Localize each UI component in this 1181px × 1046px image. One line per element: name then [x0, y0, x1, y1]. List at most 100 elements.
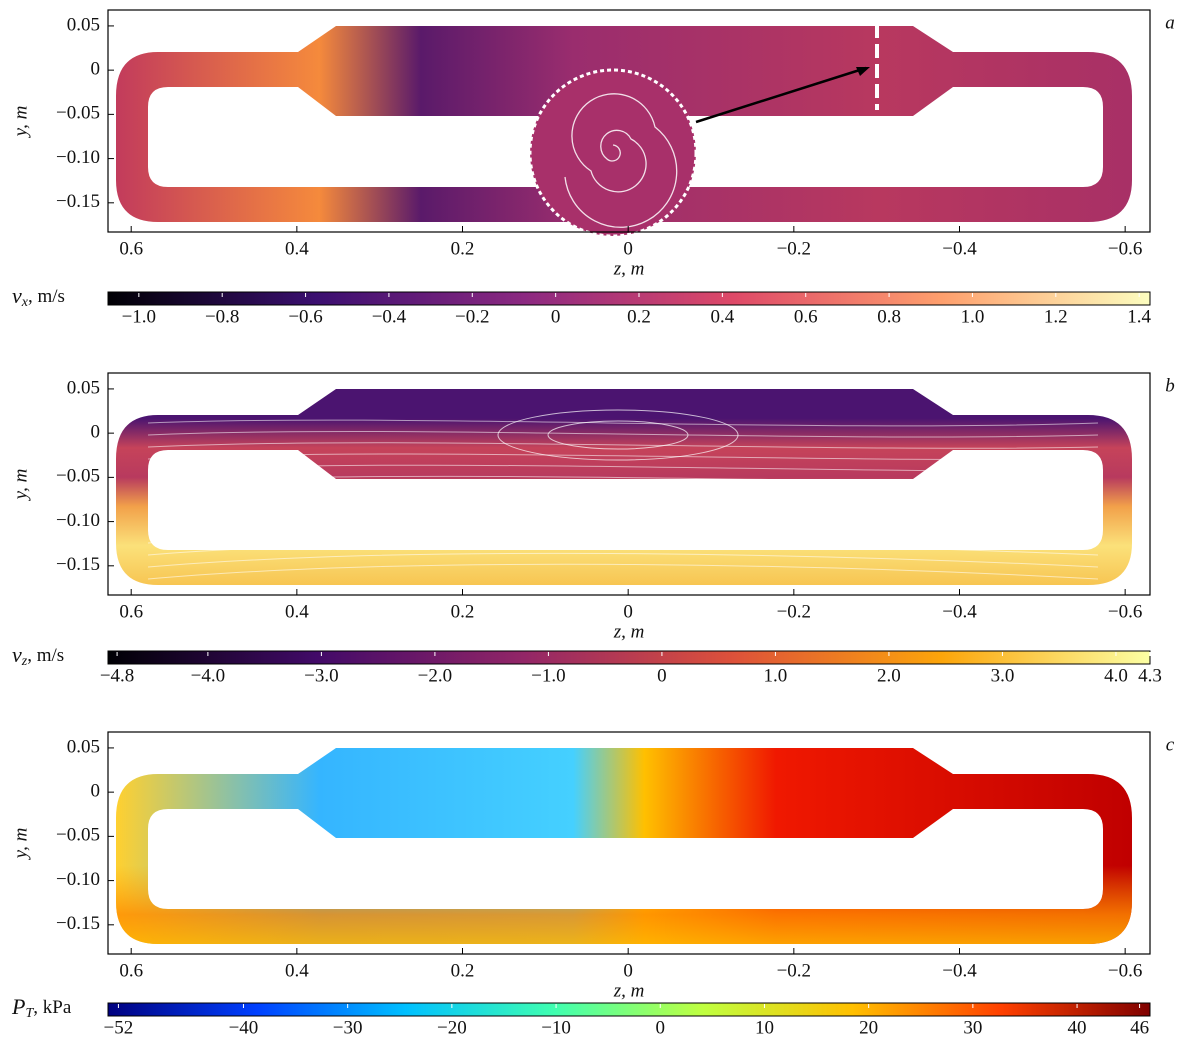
y-tick-label: 0: [91, 781, 101, 802]
colorbar-tick-label: −2.0: [418, 665, 452, 686]
plot-frame: [107, 731, 1151, 955]
streamline: [147, 508, 1099, 520]
streamline: [147, 442, 1099, 449]
streamlines: [564, 93, 678, 228]
colorbar-tick-label: −4.8: [100, 665, 134, 686]
colorbar-tick-label: 2.0: [877, 665, 901, 686]
streamline: [147, 552, 1099, 568]
x-tick-label: 0.4: [285, 601, 309, 622]
colorbar-tick-label: 10: [755, 1017, 774, 1038]
colorbar-label: vz, m/s: [12, 642, 64, 669]
colorbar-label-symbol: P: [11, 994, 25, 1019]
colorbar-tick-label: 0.4: [710, 306, 734, 327]
colorbar-label-symbol: v: [12, 283, 22, 308]
y-tick-label: 0.05: [67, 736, 100, 757]
colorbar: [107, 291, 1151, 306]
colorbar-tick-label: 20: [859, 1017, 878, 1038]
x-tick-label: 0.2: [451, 238, 475, 259]
streamline: [147, 497, 1099, 508]
colorbar: [107, 650, 1151, 665]
colorbar-tick-label: 4.3: [1138, 665, 1162, 686]
x-tick-label: −0.2: [777, 601, 811, 622]
streamline: [147, 541, 1099, 556]
colorbar-tick-label: −20: [437, 1017, 467, 1038]
streamline: [147, 419, 1099, 427]
x-tick-label: −0.4: [942, 238, 977, 259]
x-tick-label: −0.4: [942, 960, 977, 981]
colorbar-tick-label: −4.0: [191, 665, 225, 686]
colorbar-tick-label: −52: [104, 1017, 134, 1038]
colorbar-tick-label: 0: [551, 306, 561, 327]
y-axis-label: y, m: [10, 469, 31, 502]
arrow: [695, 66, 867, 124]
y-tick-label: 0.05: [67, 14, 100, 35]
colorbar-tick-label: 1.2: [1044, 306, 1068, 327]
y-axis-label: y, m: [10, 106, 31, 139]
colorbar-tick-label: −10: [541, 1017, 571, 1038]
colorbar-tick-label: 1.4: [1127, 306, 1151, 327]
colorbar-label: PT, kPa: [11, 994, 72, 1021]
streamline: [147, 486, 1099, 496]
colorbar-tick-label: −0.4: [372, 306, 407, 327]
y-tick-label: 0: [91, 59, 101, 80]
y-axis-label: y, m: [10, 828, 31, 861]
colorbar-tick-label: 1.0: [764, 665, 788, 686]
streamline: [147, 464, 1099, 472]
colorbar-label-unit: , kPa: [33, 997, 72, 1018]
streamline: [147, 519, 1099, 532]
x-tick-label: 0: [623, 601, 633, 622]
y-tick-label: −0.10: [56, 147, 100, 168]
x-axis-label: z, m: [613, 258, 645, 279]
vortex: [497, 409, 739, 461]
colorbar-tick-label: −0.2: [455, 306, 489, 327]
y-tick-label: −0.15: [56, 554, 100, 575]
arrow-head: [856, 67, 870, 76]
field: [116, 389, 1132, 585]
colorbar-tick-label: 1.0: [961, 306, 985, 327]
y-tick-label: −0.15: [56, 191, 100, 212]
x-tick-label: −0.2: [777, 238, 811, 259]
panel-label: c: [1166, 734, 1175, 755]
colorbar-tick-label: 40: [1068, 1017, 1087, 1038]
plot-frame: [107, 9, 1151, 233]
colorbar-label-subscript: x: [21, 295, 29, 310]
x-tick-label: −0.6: [1108, 960, 1142, 981]
colorbar-tick-label: 46: [1130, 1017, 1149, 1038]
x-tick-label: 0.4: [285, 960, 309, 981]
section-inset: [528, 68, 698, 238]
y-tick-label: 0: [91, 422, 101, 443]
x-tick-label: 0.6: [119, 601, 143, 622]
x-axis-label: z, m: [613, 621, 645, 642]
streamline: [147, 530, 1099, 544]
colorbar-tick-label: 4.0: [1104, 665, 1128, 686]
colorbar-tick-label: 0.6: [794, 306, 818, 327]
plot-frame: [107, 372, 1151, 596]
colorbar-label-unit: , m/s: [28, 286, 65, 307]
x-axis-label: z, m: [613, 980, 645, 1001]
x-tick-label: −0.6: [1108, 601, 1142, 622]
field: [116, 748, 1132, 944]
x-tick-label: 0.6: [119, 238, 143, 259]
panel-label: a: [1165, 12, 1175, 33]
colorbar-tick-label: −0.8: [205, 306, 239, 327]
y-tick-label: −0.05: [56, 466, 100, 487]
y-tick-label: −0.05: [56, 825, 100, 846]
x-tick-label: 0: [623, 960, 633, 981]
colorbar-label: vx, m/s: [12, 283, 65, 310]
colorbar-tick-label: 0: [656, 1017, 666, 1038]
x-tick-label: 0.2: [451, 601, 475, 622]
colorbar-tick-label: 0.2: [627, 306, 651, 327]
y-tick-label: −0.10: [56, 510, 100, 531]
colorbar-tick-label: 30: [963, 1017, 982, 1038]
x-tick-label: 0: [623, 238, 633, 259]
x-tick-label: −0.2: [777, 960, 811, 981]
vortex: [547, 420, 689, 450]
panel-label: b: [1165, 375, 1175, 396]
y-tick-label: −0.05: [56, 103, 100, 124]
colorbar-tick-label: −1.0: [531, 665, 565, 686]
colorbar-label-subscript: z: [21, 654, 28, 669]
colorbar-tick-label: −30: [333, 1017, 363, 1038]
x-tick-label: 0.4: [285, 238, 309, 259]
flow-domain: [116, 748, 1132, 944]
